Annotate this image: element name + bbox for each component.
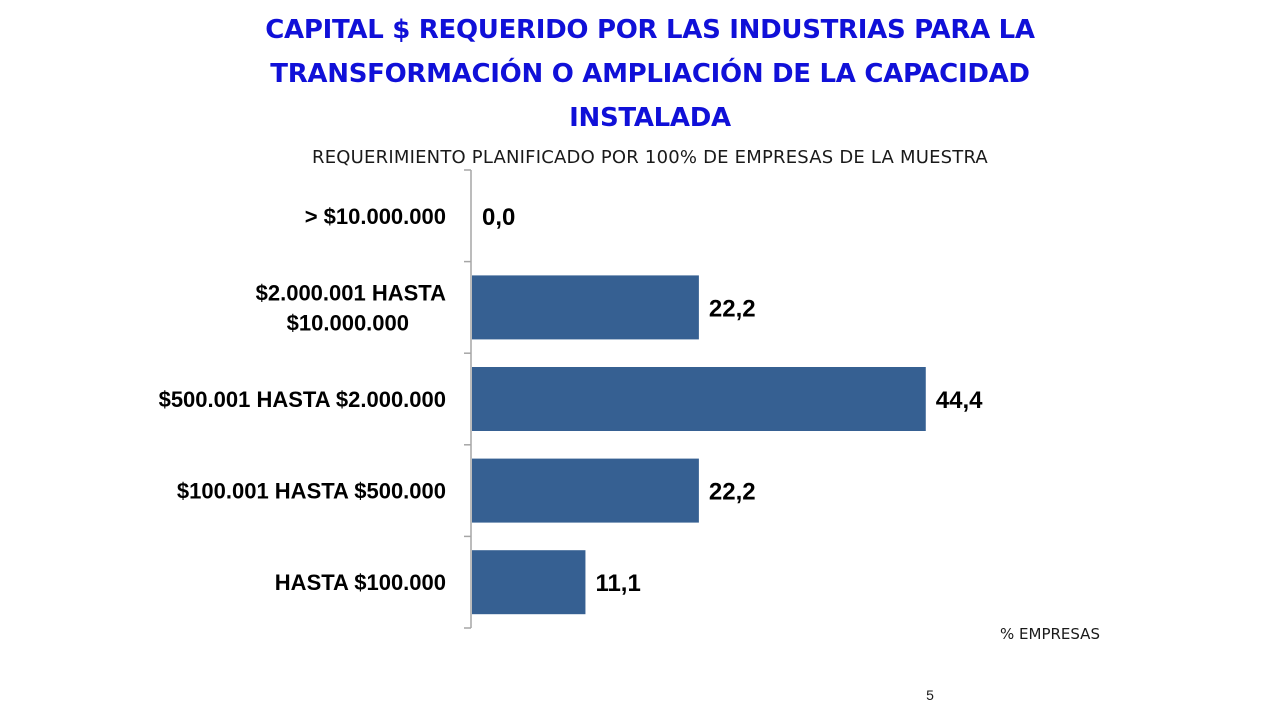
category-label-line: HASTA $100.000	[275, 570, 446, 595]
bar	[472, 275, 699, 340]
category-label: $100.001 HASTA $500.000	[177, 479, 446, 504]
bar	[472, 367, 926, 431]
category-label: $500.001 HASTA $2.000.000	[159, 387, 446, 412]
category-label-line: $10.000.000	[287, 310, 409, 335]
data-label: 44,4	[936, 387, 983, 414]
data-label: 22,2	[709, 479, 756, 506]
category-label: $2.000.001 HASTA $10.000.000	[256, 280, 446, 335]
category-label-line: $500.001 HASTA $2.000.000	[159, 387, 446, 412]
x-axis-title: % EMPRESAS	[1000, 625, 1100, 643]
chart-title: CAPITAL $ REQUERIDO POR LAS INDUSTRIAS P…	[265, 15, 1035, 133]
chart-subtitle: REQUERIMIENTO PLANIFICADO POR 100% DE EM…	[312, 147, 988, 168]
category-label: HASTA $100.000	[275, 570, 446, 595]
data-label: 11,1	[595, 570, 640, 597]
category-label-line: > $10.000.000	[305, 204, 446, 229]
category-label: > $10.000.000	[305, 204, 446, 229]
page-number: 5	[926, 687, 934, 703]
bar	[472, 550, 586, 615]
category-label-line: $100.001 HASTA $500.000	[177, 479, 446, 504]
data-label: 0,0	[482, 204, 515, 231]
category-label-line: $2.000.001 HASTA	[256, 280, 446, 305]
bar	[472, 458, 699, 523]
data-label: 22,2	[709, 295, 756, 322]
